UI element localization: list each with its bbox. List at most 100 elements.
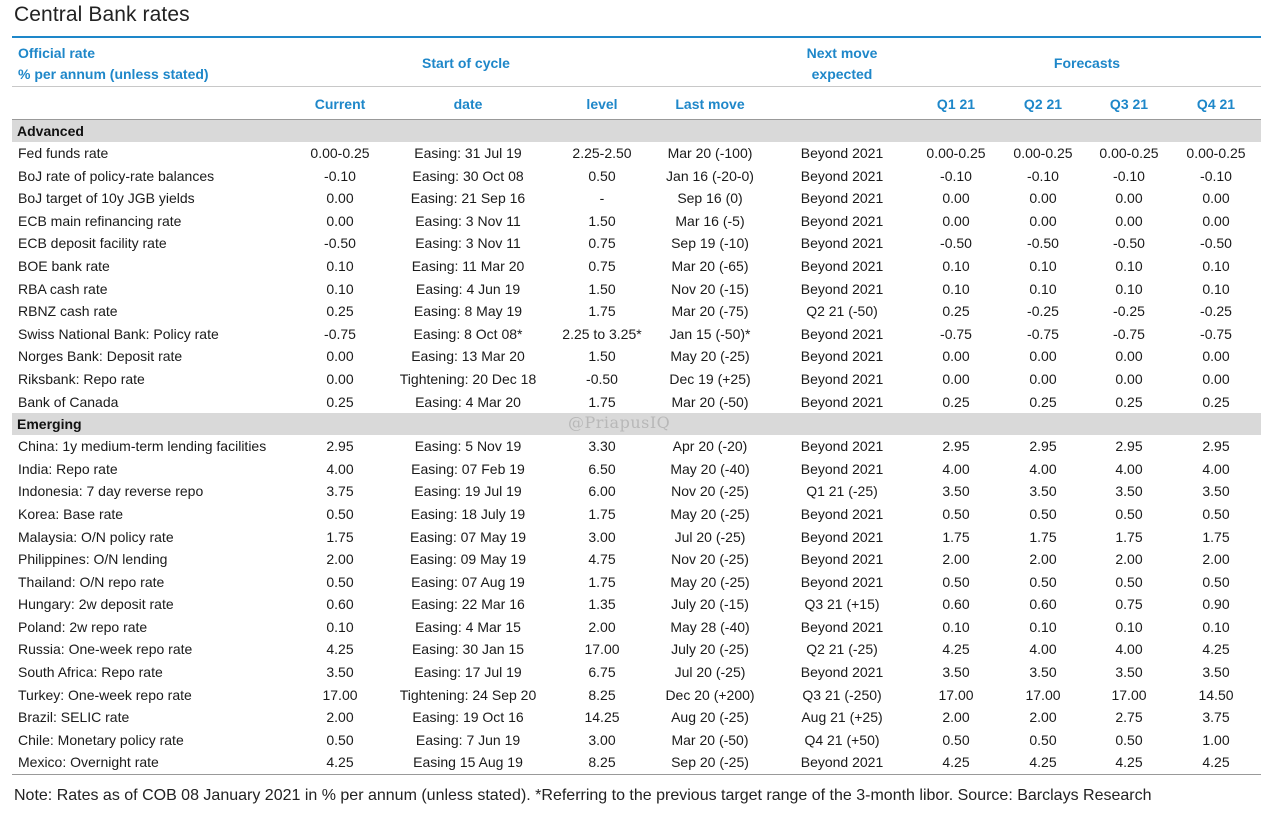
cell-q1: 0.00-0.25 [926,145,986,161]
cell-q4: 14.50 [1198,686,1234,703]
cell-last-move: Nov 20 (-25) [671,483,749,500]
cell-level: 1.50 [588,280,616,297]
cell-q4: 0.10 [1202,280,1230,297]
rate-name: ECB main refinancing rate [18,212,182,229]
cell-q2: 0.00 [1029,190,1057,207]
cell-q4: -0.50 [1200,235,1232,252]
cell-q2: 3.50 [1029,483,1057,500]
cell-date: Easing: 3 Nov 11 [415,235,521,252]
cell-last-move: May 20 (-25) [670,505,750,522]
cell-next-move: Beyond 2021 [800,460,884,477]
cell-next-move: Beyond 2021 [800,145,884,161]
rate-name: Fed funds rate [18,145,109,161]
cell-q2: 0.00 [1029,212,1057,229]
cell-q4: 0.10 [1202,257,1230,274]
cell-current: 0.50 [326,573,354,590]
rate-name: BOE bank rate [18,257,110,274]
table-row: Indonesia: 7 day reverse repo 3.75 Easing:… [12,480,1261,503]
cell-q4: 3.50 [1202,664,1230,681]
cell-next-move: Beyond 2021 [800,573,884,590]
table-row: ECB deposit facility rate -0.50 Easing: 3 … [12,232,1261,255]
cell-q3: 17.00 [1111,686,1147,703]
cell-next-move: Q2 21 (-50) [806,303,878,320]
table-row: Russia: One-week repo rate 4.25 Easing: 30… [12,638,1261,661]
table-row: BoJ rate of policy-rate balances -0.10 Eas… [12,165,1261,188]
cell-next-move: Beyond 2021 [800,167,884,184]
cell-q3: 0.00 [1115,348,1143,365]
cell-q3: 0.10 [1115,257,1143,274]
cell-next-move: Q3 21 (+15) [804,596,880,613]
cell-date: Easing: 7 Jun 19 [415,731,521,748]
cell-q1: 0.50 [942,573,970,590]
header-start-of-cycle: Start of cycle [422,55,510,71]
cell-current: 0.50 [326,505,354,522]
table-body: Advanced Fed funds rate 0.00-0.25 Easing: 3… [12,120,1261,774]
rates-table: Official rate % per annum (unless stated… [12,36,1261,776]
table-header: Official rate % per annum (unless stated… [12,36,1261,120]
cell-level: 3.00 [588,528,616,545]
cell-q4: 0.50 [1202,505,1230,522]
cell-last-move: Nov 20 (-25) [671,551,749,568]
cell-level: 1.50 [588,348,616,365]
table-row: Chile: Monetary policy rate 0.50 Easing: 7… [12,729,1261,752]
cell-current: -0.50 [324,235,356,252]
cell-date: Easing: 4 Jun 19 [415,280,521,297]
rate-name: China: 1y medium-term lending facilities [18,438,267,455]
cell-level: 2.25 to 3.25* [562,325,642,342]
rate-name: Philippines: O/N lending [18,551,168,568]
cell-q1: -0.50 [940,235,972,252]
cell-q4: 2.95 [1202,438,1230,455]
rate-name: Riksbank: Repo rate [18,370,145,387]
header-q3: Q3 21 [1109,96,1149,112]
table-row: India: Repo rate 4.00 Easing: 07 Feb 19 6.5… [12,458,1261,481]
cell-level: 2.25-2.50 [572,145,632,161]
cell-q1: 0.50 [942,505,970,522]
cell-date: Easing: 22 Mar 16 [411,596,525,613]
cell-q2: -0.75 [1027,325,1059,342]
rate-name: Brazil: SELIC rate [18,709,130,726]
cell-q1: 2.00 [942,551,970,568]
cell-last-move: Mar 16 (-5) [675,212,745,229]
cell-q2: 0.50 [1029,505,1057,522]
cell-q1: -0.10 [940,167,972,184]
cell-next-move: Beyond 2021 [800,348,884,365]
table-row: Hungary: 2w deposit rate 0.60 Easing: 22 M… [12,593,1261,616]
cell-date: Easing: 13 Mar 20 [411,348,525,365]
rate-name: Chile: Monetary policy rate [18,731,184,748]
cell-level: 4.75 [588,551,616,568]
cell-q1: 0.00 [942,370,970,387]
cell-next-move: Beyond 2021 [800,190,884,207]
cell-q2: 0.60 [1029,596,1057,613]
cell-next-move: Q3 21 (-250) [802,686,882,703]
cell-next-move: Beyond 2021 [800,235,884,252]
cell-q4: 3.50 [1202,483,1230,500]
cell-q4: 0.90 [1202,596,1230,613]
rate-name: BoJ target of 10y JGB yields [18,190,195,207]
header-last-move: Last move [675,96,745,112]
cell-level: 1.75 [588,505,616,522]
cell-q1: 0.60 [942,596,970,613]
cell-level: 2.00 [588,618,616,635]
table-row: Swiss National Bank: Policy rate -0.75 Eas… [12,323,1261,346]
cell-last-move: Apr 20 (-20) [672,438,748,455]
cell-current: 0.00 [326,348,354,365]
header-q1: Q1 21 [936,96,976,112]
cell-date: Easing: 17 Jul 19 [414,664,522,681]
cell-q1: 0.25 [942,393,970,410]
rate-name: Thailand: O/N repo rate [18,573,165,590]
cell-q1: 0.10 [942,618,970,635]
cell-date: Easing: 21 Sep 16 [410,190,526,207]
cell-last-move: Mar 20 (-100) [667,145,753,161]
header-date: date [453,96,483,112]
rate-name: BoJ rate of policy-rate balances [18,167,215,184]
cell-q3: -0.75 [1113,325,1145,342]
cell-date: Easing: 09 May 19 [410,551,526,568]
table-row: Brazil: SELIC rate 2.00 Easing: 19 Oct 16 1… [12,706,1261,729]
rate-name: Korea: Base rate [18,505,124,522]
table-row: Fed funds rate 0.00-0.25 Easing: 31 Jul 19… [12,142,1261,165]
rate-name: India: Repo rate [18,460,118,477]
cell-current: 4.25 [326,641,354,658]
cell-q3: 4.00 [1115,460,1143,477]
table-row: Mexico: Overnight rate 4.25 Easing 15 Aug … [12,751,1261,774]
cell-next-move: Beyond 2021 [800,438,884,455]
